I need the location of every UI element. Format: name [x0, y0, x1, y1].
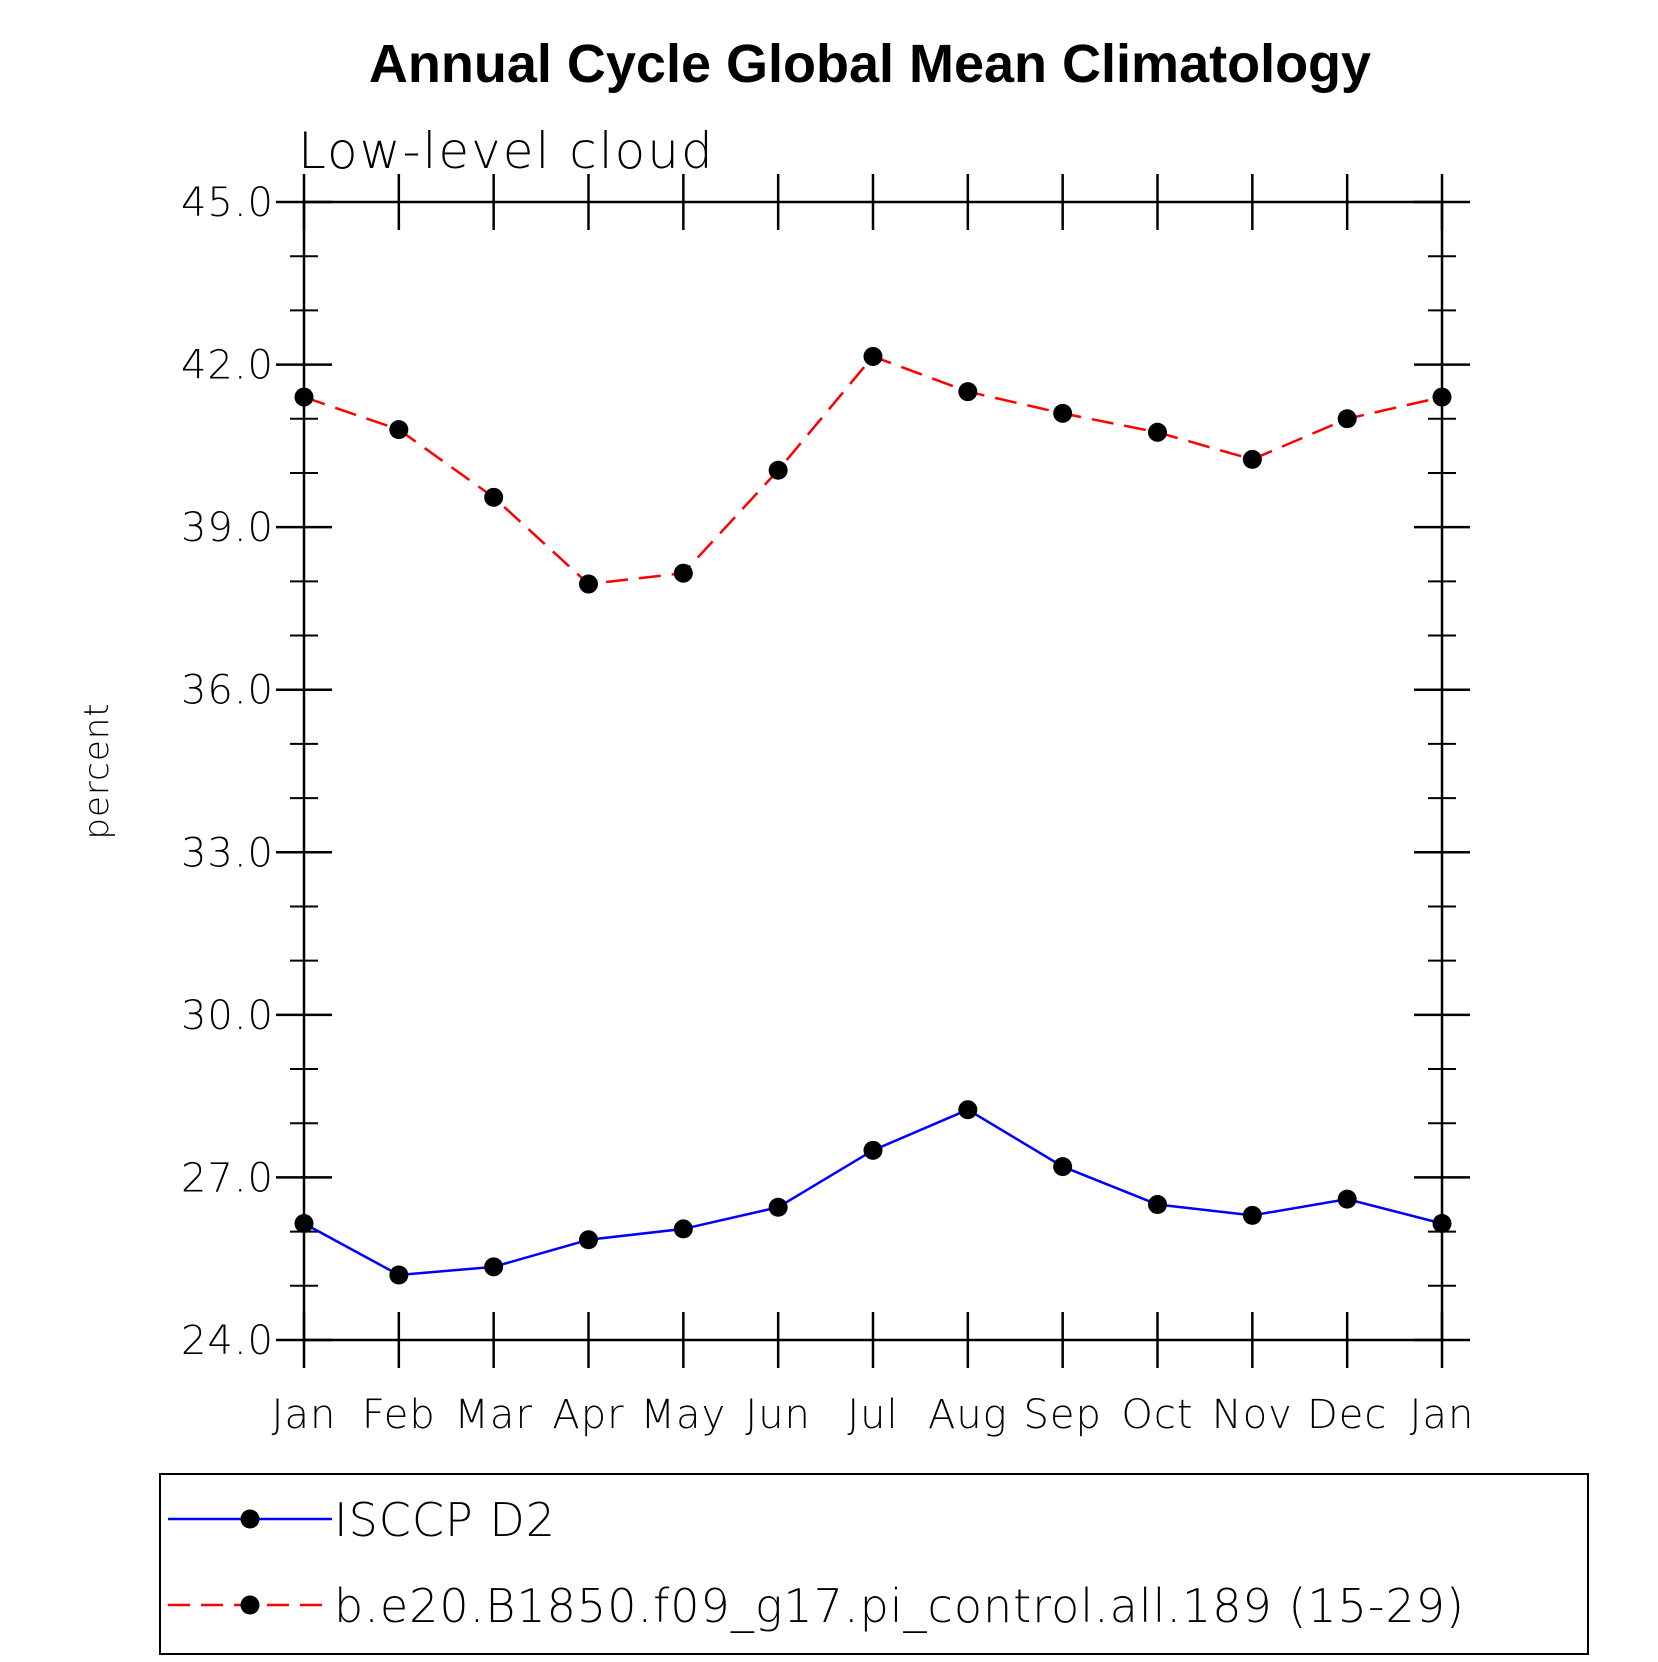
- x-tick-label: Jan: [1410, 1392, 1475, 1438]
- data-point: [1242, 449, 1262, 469]
- x-tick-label: Apr: [552, 1392, 624, 1438]
- data-point: [579, 1230, 598, 1250]
- x-tick-label: May: [640, 1392, 726, 1438]
- data-point: [1053, 1157, 1073, 1177]
- data-point: [768, 1197, 788, 1217]
- data-point: [1432, 387, 1452, 407]
- data-point: [579, 574, 598, 594]
- data-point: [1432, 1213, 1452, 1233]
- y-tick-label: 33.0: [181, 830, 274, 876]
- x-tick-label: Oct: [1121, 1392, 1193, 1438]
- data-point: [1242, 1205, 1262, 1225]
- data-point: [768, 460, 788, 480]
- data-point: [1148, 422, 1167, 442]
- series-line-0: [303, 1108, 1443, 1277]
- chart-subtitle: Low-level cloud: [298, 122, 715, 180]
- y-tick-label: 45.0: [181, 180, 274, 226]
- x-tick-label: Nov: [1212, 1392, 1293, 1438]
- data-point: [958, 1100, 978, 1120]
- x-tick-label: Mar: [454, 1392, 532, 1438]
- x-tick-label: Jul: [847, 1392, 898, 1438]
- data-point: [294, 1213, 314, 1233]
- y-tick-label: 42.0: [181, 343, 274, 389]
- data-point: [294, 387, 314, 407]
- data-point: [389, 1265, 409, 1285]
- legend-marker-1: [240, 1595, 260, 1615]
- data-point: [958, 382, 978, 402]
- data-point: [673, 563, 693, 583]
- y-tick-label: 36.0: [181, 668, 274, 714]
- y-tick-label: 27.0: [181, 1155, 274, 1201]
- chart-title: Annual Cycle Global Mean Climatology: [369, 34, 1371, 94]
- data-point: [389, 420, 409, 440]
- legend-label-0: ISCCP D2: [334, 1493, 556, 1547]
- data-point: [1337, 409, 1357, 429]
- y-axis-label: percent: [77, 702, 117, 839]
- data-point: [1148, 1195, 1167, 1215]
- data-point: [1337, 1189, 1357, 1209]
- x-tick-label: Aug: [928, 1392, 1008, 1438]
- data-point: [673, 1219, 693, 1239]
- x-tick-label: Dec: [1307, 1392, 1387, 1438]
- data-point: [484, 487, 504, 507]
- legend-marker-0: [240, 1509, 260, 1529]
- data-point: [484, 1257, 504, 1277]
- data-point: [863, 1140, 883, 1160]
- data-point: [1053, 403, 1073, 423]
- y-tick-label: 39.0: [181, 505, 274, 551]
- plot-frame: [302, 200, 1444, 1342]
- series-line-1: [303, 354, 1443, 586]
- data-point: [863, 346, 883, 366]
- legend-label-1: b.e20.B1850.f09_g17.pi_control.all.189 (…: [334, 1579, 1465, 1633]
- x-tick-label: Jan: [272, 1392, 337, 1438]
- y-tick-label: 30.0: [181, 993, 274, 1039]
- x-tick-label: Jun: [745, 1392, 811, 1438]
- y-tick-label: 24.0: [181, 1318, 274, 1364]
- legend-box: [159, 1473, 1589, 1655]
- x-tick-label: Feb: [362, 1392, 436, 1438]
- x-tick-label: Sep: [1023, 1392, 1101, 1438]
